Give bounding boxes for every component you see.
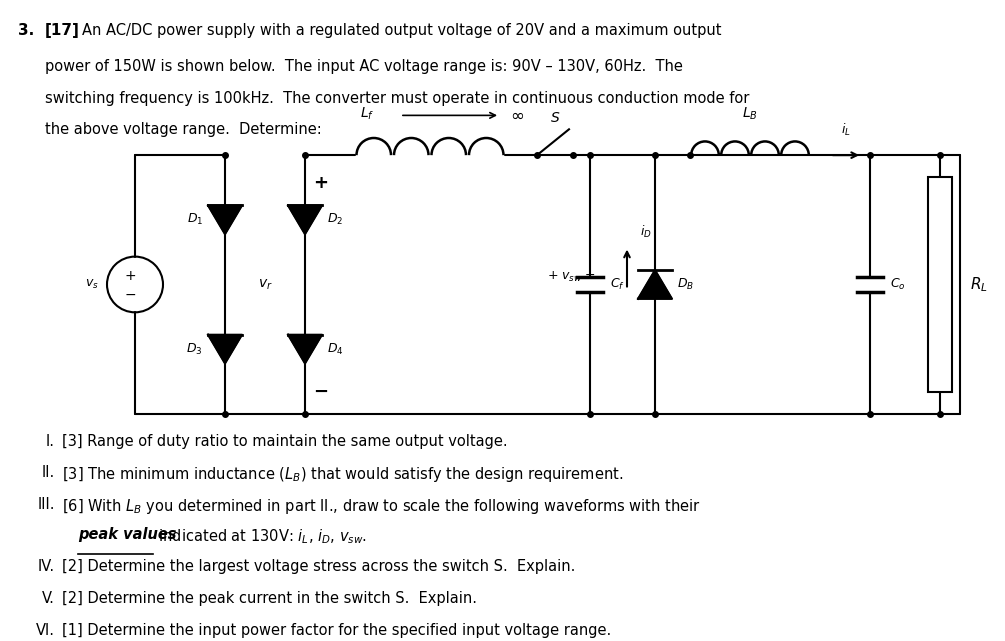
Text: $v_s$: $v_s$ xyxy=(85,278,99,291)
Text: An AC/DC power supply with a regulated output voltage of 20V and a maximum outpu: An AC/DC power supply with a regulated o… xyxy=(82,23,722,38)
Text: I.: I. xyxy=(46,434,55,449)
Text: IV.: IV. xyxy=(38,559,55,574)
Text: [17]: [17] xyxy=(45,23,79,38)
Text: +: + xyxy=(125,269,136,283)
Text: switching frequency is 100kHz.  The converter must operate in continuous conduct: switching frequency is 100kHz. The conve… xyxy=(45,90,750,106)
Text: $i_L$: $i_L$ xyxy=(841,122,851,138)
Text: −: − xyxy=(313,383,328,401)
Text: $R_L$: $R_L$ xyxy=(970,275,988,294)
Text: [2] Determine the peak current in the switch S.  Explain.: [2] Determine the peak current in the sw… xyxy=(62,591,477,606)
Text: the above voltage range.  Determine:: the above voltage range. Determine: xyxy=(45,122,322,137)
Text: $C_f$: $C_f$ xyxy=(610,277,625,292)
Text: peak values: peak values xyxy=(78,527,177,542)
Text: [3] The minimum inductance ($L_B$) that would satisfy the design requirement.: [3] The minimum inductance ($L_B$) that … xyxy=(62,465,623,485)
Text: $i_D$: $i_D$ xyxy=(640,224,652,240)
Text: $L_B$: $L_B$ xyxy=(742,106,758,122)
Polygon shape xyxy=(208,205,242,234)
Text: $S$: $S$ xyxy=(550,112,560,126)
Text: $C_o$: $C_o$ xyxy=(890,277,906,292)
Text: $D_1$: $D_1$ xyxy=(187,212,203,228)
Text: +: + xyxy=(313,174,328,192)
Text: $v_r$: $v_r$ xyxy=(257,278,272,292)
Text: [3] Range of duty ratio to maintain the same output voltage.: [3] Range of duty ratio to maintain the … xyxy=(62,434,508,449)
Text: $D_4$: $D_4$ xyxy=(327,342,344,356)
Text: II.: II. xyxy=(42,465,55,481)
Text: VI.: VI. xyxy=(36,622,55,638)
Text: III.: III. xyxy=(37,497,55,512)
Text: + $v_{sw}$ −: + $v_{sw}$ − xyxy=(548,269,597,283)
Polygon shape xyxy=(638,270,672,299)
Text: V.: V. xyxy=(42,591,55,606)
Polygon shape xyxy=(288,205,322,234)
Text: $\infty$: $\infty$ xyxy=(510,106,524,124)
Text: [2] Determine the largest voltage stress across the switch S.  Explain.: [2] Determine the largest voltage stress… xyxy=(62,559,576,574)
Text: $L_f$: $L_f$ xyxy=(360,106,375,122)
Text: power of 150W is shown below.  The input AC voltage range is: 90V – 130V, 60Hz. : power of 150W is shown below. The input … xyxy=(45,59,682,74)
Text: −: − xyxy=(125,287,136,301)
FancyBboxPatch shape xyxy=(928,177,952,392)
Text: $D_B$: $D_B$ xyxy=(677,277,694,292)
Text: $D_3$: $D_3$ xyxy=(187,342,203,356)
Text: [1] Determine the input power factor for the specified input voltage range.: [1] Determine the input power factor for… xyxy=(62,622,611,638)
Polygon shape xyxy=(288,335,322,363)
Text: indicated at 130V: $i_L$, $i_D$, $v_{sw}$.: indicated at 130V: $i_L$, $i_D$, $v_{sw}… xyxy=(154,527,367,546)
Text: $D_2$: $D_2$ xyxy=(327,212,344,228)
Text: [6] With $L_B$ you determined in part II., draw to scale the following waveforms: [6] With $L_B$ you determined in part II… xyxy=(62,497,700,516)
Text: 3.: 3. xyxy=(18,23,34,38)
Polygon shape xyxy=(208,335,242,363)
